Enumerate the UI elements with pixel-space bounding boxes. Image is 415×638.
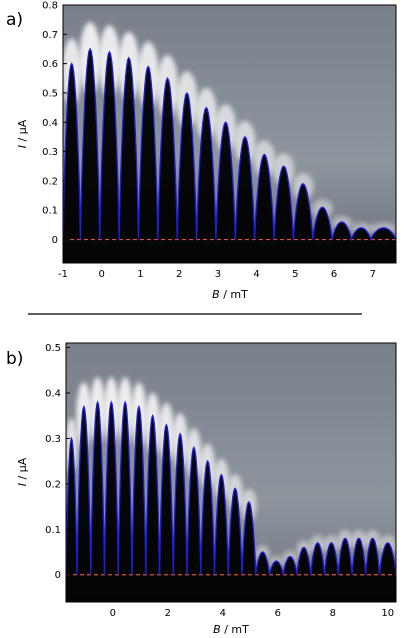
panel-a-x-tick-label: -1 <box>58 269 68 280</box>
panel-b-y-tick-label: 0.4 <box>45 388 61 399</box>
panel-b-y-axis-label: I / μA <box>16 457 29 486</box>
panel-a-y-tick-label: 0.6 <box>42 59 58 70</box>
panel-b-y-tick-label: 0.1 <box>45 525 61 536</box>
panel-a-x-tick-label: 7 <box>370 269 376 280</box>
panel-b-y-tick-label: 0.5 <box>45 343 61 354</box>
panel-b-frame <box>65 342 397 603</box>
panel-a-x-tick-label: 4 <box>253 269 259 280</box>
panel-a-y-tick-label: 0.7 <box>42 30 58 41</box>
panel-a-y-tick-label: 0 <box>52 235 58 246</box>
panel-a-x-ticks: -1 0 1 2 3 4 5 6 7 <box>58 259 376 280</box>
panel-a-y-tick-label: 0.2 <box>42 176 58 187</box>
panel-a-superconducting-fill <box>63 49 396 263</box>
panel-b-y-ticks: 0 0.1 0.2 0.3 0.4 0.5 <box>45 343 70 581</box>
panel-b-fit-curve <box>66 400 396 575</box>
panel-a-y-tick-label: 0.1 <box>42 206 58 217</box>
panel-a-x-tick-label: 5 <box>292 269 298 280</box>
panel-a-x-tick-label: 2 <box>176 269 182 280</box>
panel-b-x-axis-label: B / mT <box>213 623 249 636</box>
panel-a-superconducting-region <box>63 49 396 263</box>
panel-a: a) -1 0 1 2 3 4 5 6 7 00.10.20.30.40.50.60.70.8 … <box>6 1 397 301</box>
panel-a-y-tick-label: 0.5 <box>42 88 58 99</box>
panel-a-x-tick-label: 0 <box>99 269 105 280</box>
panel-b-superconducting-region <box>66 402 396 602</box>
panel-a-y-tick-label: 0.3 <box>42 147 58 158</box>
panel-a-x-axis-label: B / mT <box>212 288 248 301</box>
panel-b-x-tick-label: 4 <box>220 608 226 619</box>
panel-a-fit-curve <box>63 47 396 242</box>
panel-a-x-tick-label: 3 <box>215 269 221 280</box>
panel-b-x-tick-label: 6 <box>275 608 281 619</box>
panel-a-y-tick-label: 0.8 <box>42 1 58 12</box>
panel-a-x-tick-label: 1 <box>137 269 143 280</box>
panel-b-y-tick-label: 0.3 <box>45 434 61 445</box>
panel-a-y-tick-label: 0.4 <box>42 118 58 129</box>
panel-b-x-tick-label: 0 <box>110 608 116 619</box>
panel-a-frame <box>62 4 397 264</box>
panel-b-superconducting-fill <box>66 402 396 602</box>
panel-a-y-axis-label: I / μA <box>16 119 29 148</box>
panel-b-label: b) <box>6 349 23 369</box>
panel-b-x-ticks: 0 2 4 6 8 10 <box>110 598 394 619</box>
panel-a-glow-layer <box>63 22 396 235</box>
panel-b-x-tick-label: 10 <box>381 608 394 619</box>
panel-b-y-tick-label: 0.2 <box>45 479 61 490</box>
panel-b-x-tick-label: 8 <box>330 608 336 619</box>
panel-b-x-tick-label: 2 <box>165 608 171 619</box>
panel-b-y-tick-label: 0 <box>55 570 61 581</box>
panel-a-label: a) <box>6 10 23 30</box>
panel-a-y-ticks: 0 0.1 0.2 0.3 0.4 0.5 0.6 0.7 0.8 <box>42 1 67 246</box>
panel-a-x-tick-label: 6 <box>331 269 337 280</box>
panel-b: b) 0 2 4 6 8 10 0 0.1 0.2 0.3 0.4 0.5 B / mT I / μ… <box>6 342 397 636</box>
